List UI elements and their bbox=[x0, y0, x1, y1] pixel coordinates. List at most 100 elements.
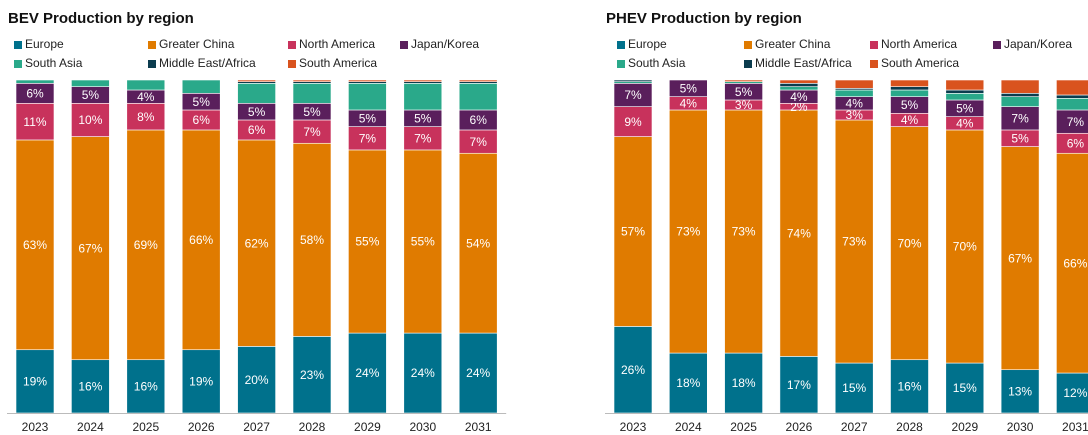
data-label: 16% bbox=[134, 380, 158, 394]
bar-segment bbox=[348, 149, 387, 334]
bar-segment bbox=[15, 349, 55, 414]
legend-swatch bbox=[617, 60, 625, 68]
bar-segment bbox=[181, 349, 221, 414]
data-label: 5% bbox=[248, 105, 266, 119]
x-tick-label: 2023 bbox=[22, 420, 49, 434]
data-label: 54% bbox=[466, 236, 490, 250]
bar-segment bbox=[458, 332, 498, 414]
bar-segment bbox=[292, 336, 332, 414]
data-label: 6% bbox=[470, 113, 488, 127]
legend-label: South Asia bbox=[25, 56, 83, 70]
legend-swatch bbox=[744, 41, 752, 49]
bar-segment bbox=[403, 79, 443, 82]
x-tick-label: 2029 bbox=[951, 420, 978, 434]
data-label: 24% bbox=[466, 366, 490, 380]
bar-segment bbox=[1000, 96, 1040, 107]
bar-segment bbox=[237, 346, 276, 414]
data-label: 74% bbox=[787, 226, 811, 240]
x-tick-label: 2025 bbox=[730, 420, 757, 434]
bar-segment bbox=[458, 152, 498, 334]
data-label: 3% bbox=[735, 98, 753, 112]
bar-segment bbox=[779, 109, 819, 357]
data-label: 19% bbox=[189, 375, 213, 389]
data-label: 66% bbox=[1063, 256, 1087, 270]
data-label: 6% bbox=[26, 86, 44, 100]
legend-swatch bbox=[288, 60, 296, 68]
x-tick-label: 2025 bbox=[132, 420, 159, 434]
x-tick-label: 2027 bbox=[243, 420, 270, 434]
data-label: 20% bbox=[245, 373, 269, 387]
bar-segment bbox=[779, 79, 819, 84]
data-label: 11% bbox=[23, 115, 46, 129]
bar-segment bbox=[292, 142, 332, 337]
legend-swatch bbox=[288, 41, 296, 49]
bar-segment bbox=[348, 83, 387, 111]
data-label: 8% bbox=[137, 110, 155, 124]
bar-segment bbox=[348, 332, 387, 414]
chart-title: PHEV Production by region bbox=[606, 10, 802, 27]
legend-label: Greater China bbox=[159, 37, 235, 51]
data-label: 7% bbox=[359, 131, 377, 145]
bar-segment bbox=[890, 86, 929, 91]
data-label: 69% bbox=[134, 238, 158, 252]
bar-segment bbox=[458, 83, 498, 111]
data-label: 70% bbox=[897, 236, 921, 250]
bar-segment bbox=[668, 352, 708, 414]
bar-segment bbox=[126, 359, 166, 414]
data-label: 55% bbox=[411, 235, 435, 249]
data-label: 7% bbox=[303, 125, 321, 139]
bar-segment bbox=[668, 79, 708, 97]
data-label: 24% bbox=[411, 366, 435, 380]
bar-segment bbox=[292, 79, 332, 82]
bar-segment bbox=[613, 79, 653, 82]
data-label: 67% bbox=[78, 241, 102, 255]
x-tick-label: 2023 bbox=[620, 420, 647, 434]
data-label: 4% bbox=[846, 96, 864, 110]
bar-segment bbox=[724, 79, 763, 82]
legend-swatch bbox=[14, 60, 22, 68]
data-label: 62% bbox=[245, 236, 269, 250]
bar-segment bbox=[71, 103, 110, 137]
bar-segment bbox=[834, 79, 874, 89]
data-label: 66% bbox=[189, 233, 213, 247]
data-label: 16% bbox=[897, 380, 921, 394]
data-label: 24% bbox=[355, 366, 379, 380]
legend-label: Greater China bbox=[755, 37, 831, 51]
data-label: 17% bbox=[787, 378, 811, 392]
bar-segment bbox=[613, 136, 653, 327]
legend-label: North America bbox=[299, 37, 375, 51]
data-label: 18% bbox=[732, 376, 756, 390]
legend-label: South America bbox=[881, 56, 959, 70]
x-tick-label: 2026 bbox=[188, 420, 215, 434]
bar-segment bbox=[668, 109, 708, 354]
x-tick-label: 2031 bbox=[1062, 420, 1088, 434]
bar-segment bbox=[1056, 79, 1088, 96]
data-label: 6% bbox=[248, 123, 266, 137]
bar-segment bbox=[945, 79, 985, 91]
x-tick-label: 2029 bbox=[354, 420, 381, 434]
bar-segment bbox=[890, 126, 929, 361]
data-label: 67% bbox=[1008, 251, 1032, 265]
bar-segment bbox=[15, 139, 55, 351]
bar-segment bbox=[890, 359, 929, 414]
data-label: 15% bbox=[842, 381, 866, 395]
data-label: 13% bbox=[1008, 385, 1032, 399]
data-label: 3% bbox=[846, 108, 864, 122]
bar-segment bbox=[126, 79, 166, 91]
data-label: 18% bbox=[676, 376, 700, 390]
x-tick-label: 2027 bbox=[841, 420, 868, 434]
data-label: 6% bbox=[193, 113, 211, 127]
bar-segment bbox=[1000, 146, 1040, 371]
bar-segment bbox=[1056, 98, 1088, 111]
bar-segment bbox=[613, 326, 653, 414]
data-label: 7% bbox=[470, 135, 488, 149]
data-label: 4% bbox=[137, 90, 155, 104]
bar-segment bbox=[779, 356, 819, 414]
legend-label: Middle East/Africa bbox=[159, 56, 256, 70]
data-label: 5% bbox=[359, 111, 377, 125]
x-tick-label: 2028 bbox=[299, 420, 326, 434]
bar-segment bbox=[348, 79, 387, 82]
bar-segment bbox=[945, 362, 985, 414]
data-label: 6% bbox=[1067, 136, 1085, 150]
data-label: 7% bbox=[1067, 115, 1085, 129]
